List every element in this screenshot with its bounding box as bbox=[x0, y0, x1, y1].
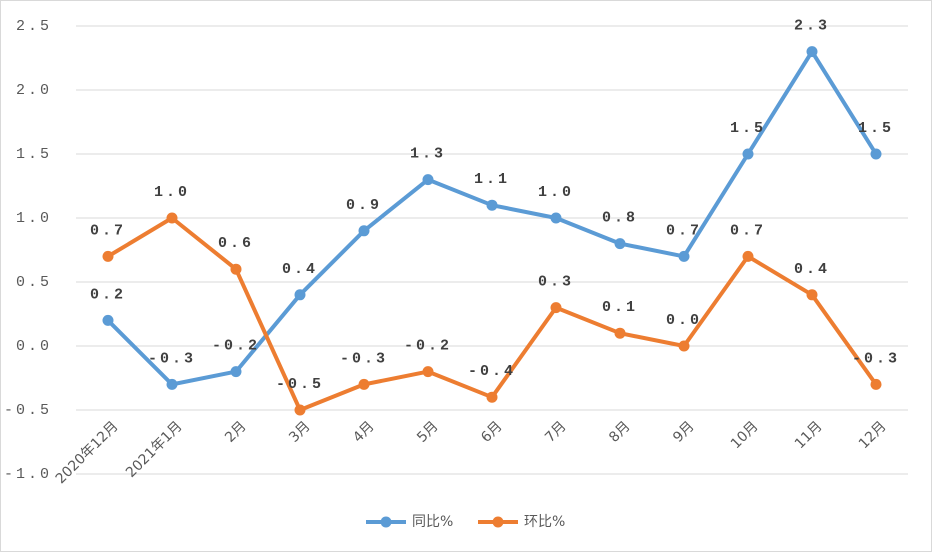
data-label: -0.3 bbox=[340, 350, 388, 367]
point bbox=[230, 366, 242, 378]
data-label: -0.2 bbox=[212, 338, 260, 355]
point bbox=[806, 46, 818, 58]
legend-label: 环比% bbox=[524, 514, 565, 530]
y-tick-label: 1.0 bbox=[16, 210, 52, 227]
point bbox=[614, 327, 626, 339]
data-label: 1.5 bbox=[858, 120, 894, 137]
y-tick-label: 0.5 bbox=[16, 274, 52, 291]
point bbox=[742, 250, 754, 262]
point bbox=[742, 148, 754, 160]
point bbox=[358, 378, 370, 390]
data-label: -0.3 bbox=[148, 350, 196, 367]
point bbox=[102, 314, 114, 326]
point bbox=[550, 212, 562, 224]
point bbox=[294, 289, 306, 301]
point bbox=[294, 404, 306, 416]
data-label: 0.3 bbox=[538, 274, 574, 291]
data-label: 0.7 bbox=[666, 222, 702, 239]
point bbox=[614, 238, 626, 250]
y-tick-label: 0.0 bbox=[16, 338, 52, 355]
point bbox=[486, 391, 498, 403]
point bbox=[358, 225, 370, 237]
point bbox=[486, 199, 498, 211]
point bbox=[230, 263, 242, 275]
data-label: 0.7 bbox=[90, 222, 126, 239]
data-label: 0.9 bbox=[346, 197, 382, 214]
point bbox=[422, 174, 434, 186]
point bbox=[806, 289, 818, 301]
data-label: 0.7 bbox=[730, 222, 766, 239]
data-label: 0.2 bbox=[90, 286, 126, 303]
point bbox=[870, 378, 882, 390]
data-label: 0.0 bbox=[666, 312, 702, 329]
data-label: 1.0 bbox=[154, 184, 190, 201]
y-tick-label: -1.0 bbox=[4, 466, 52, 483]
point bbox=[870, 148, 882, 160]
data-label: -0.2 bbox=[404, 338, 452, 355]
point bbox=[102, 250, 114, 262]
data-label: 0.8 bbox=[602, 210, 638, 227]
point bbox=[678, 250, 690, 262]
legend-marker bbox=[380, 516, 392, 528]
data-label: 0.6 bbox=[218, 235, 254, 252]
y-tick-label: 1.5 bbox=[16, 146, 52, 163]
data-label: 1.3 bbox=[410, 146, 446, 163]
y-tick-label: 2.5 bbox=[16, 18, 52, 35]
data-label: -0.3 bbox=[852, 350, 900, 367]
point bbox=[550, 302, 562, 314]
data-label: 1.1 bbox=[474, 171, 510, 188]
point bbox=[678, 340, 690, 352]
data-label: 0.4 bbox=[282, 261, 318, 278]
data-label: -0.5 bbox=[276, 376, 324, 393]
point bbox=[422, 366, 434, 378]
point bbox=[166, 212, 178, 224]
data-label: -0.4 bbox=[468, 363, 516, 380]
y-tick-label: -0.5 bbox=[4, 402, 52, 419]
legend-marker bbox=[492, 516, 504, 528]
data-label: 0.4 bbox=[794, 261, 830, 278]
legend-label: 同比% bbox=[412, 514, 453, 530]
data-label: 1.0 bbox=[538, 184, 574, 201]
y-tick-label: 2.0 bbox=[16, 82, 52, 99]
data-label: 1.5 bbox=[730, 120, 766, 137]
point bbox=[166, 378, 178, 390]
data-label: 0.1 bbox=[602, 299, 638, 316]
data-label: 2.3 bbox=[794, 18, 830, 35]
